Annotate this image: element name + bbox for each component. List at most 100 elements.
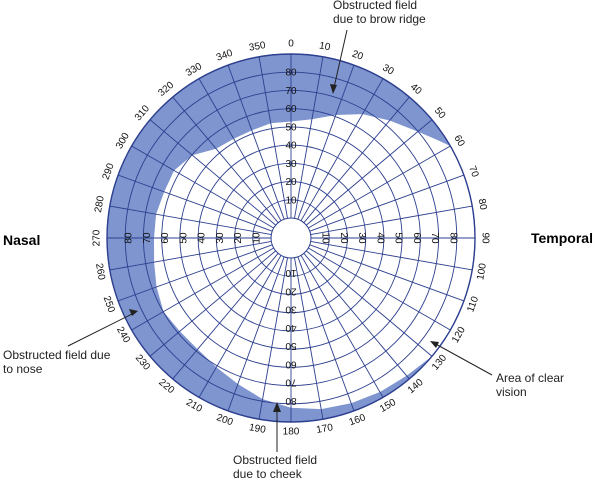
- brow-annotation-line1: Obstructed field: [333, 0, 417, 12]
- cheek-annotation-line2: due to cheek: [233, 467, 303, 480]
- angle-label: 80: [476, 198, 489, 211]
- radial-label-left: 60: [160, 232, 171, 244]
- grid-spoke: [309, 174, 465, 232]
- radial-label-right: 50: [393, 232, 404, 244]
- grid-spoke: [258, 257, 288, 420]
- grid-spoke: [303, 253, 410, 380]
- angle-label: 70: [466, 164, 480, 179]
- nose-annotation-line2: to nose: [3, 362, 43, 376]
- angle-label: 190: [248, 422, 267, 436]
- radial-label-right: 60: [411, 232, 422, 244]
- radial-label-left: 80: [124, 232, 135, 244]
- radial-label-down: 70: [285, 377, 297, 388]
- radial-label-left: 40: [197, 232, 208, 244]
- grid-spoke: [227, 64, 285, 220]
- radial-label-left: 30: [215, 232, 226, 244]
- clear-vision-line2: vision: [496, 385, 527, 399]
- grid-spoke: [308, 145, 451, 229]
- angle-label: 250: [101, 295, 117, 315]
- outer-ring: [106, 53, 476, 423]
- grid-spoke: [297, 64, 355, 220]
- angle-label: 270: [92, 229, 103, 246]
- angle-label: 240: [114, 325, 132, 345]
- angle-label: 100: [475, 262, 489, 281]
- grid-spoke: [306, 119, 433, 226]
- angle-label: 170: [316, 422, 335, 436]
- brow-annotation-line2: due to brow ridge: [333, 12, 426, 26]
- grid-spoke: [198, 255, 282, 398]
- radial-label-down: 40: [285, 322, 297, 333]
- grid-spoke: [109, 205, 272, 235]
- radial-label-right: 20: [338, 232, 349, 244]
- temporal-label: Temporal: [531, 230, 593, 246]
- angle-label: 340: [215, 48, 235, 64]
- grid-spoke: [297, 256, 355, 412]
- radial-label-down: 10: [285, 267, 297, 278]
- angle-label: 40: [408, 82, 424, 98]
- angle-label: 0: [288, 39, 294, 50]
- angle-label: 10: [318, 41, 331, 54]
- radial-label-down: 50: [285, 340, 297, 351]
- grid-spoke: [198, 78, 282, 221]
- clear-vision-area: [154, 114, 475, 410]
- arrow-head-icon: [430, 341, 439, 348]
- grid-spoke: [149, 119, 276, 226]
- radial-label-right: 70: [429, 232, 440, 244]
- angle-label: 110: [465, 295, 481, 314]
- radial-label-up: 80: [285, 68, 297, 79]
- grid-spoke: [172, 96, 279, 223]
- grid-spoke: [227, 256, 285, 412]
- radial-label-right: 40: [374, 232, 385, 244]
- grid-spoke: [117, 174, 273, 232]
- radial-label-up: 10: [285, 195, 297, 206]
- grid-spoke: [117, 244, 273, 302]
- grid-spoke: [306, 250, 433, 357]
- grid-spoke: [172, 253, 279, 380]
- radial-label-up: 60: [285, 104, 297, 115]
- angle-label: 350: [248, 40, 267, 54]
- angle-label: 20: [350, 49, 365, 63]
- clear-vision-line1: Area of clear: [496, 371, 564, 385]
- grid-spoke: [294, 56, 324, 219]
- grid-spoke: [109, 241, 272, 271]
- clear-vision-annotation: Area of clear vision: [430, 341, 564, 399]
- arrow-head-icon: [129, 309, 138, 316]
- radial-label-right: 10: [320, 232, 331, 244]
- nose-annotation: Obstructed field due to nose: [3, 309, 138, 376]
- radial-label-down: 60: [285, 358, 297, 369]
- arrow-head-icon: [273, 402, 281, 412]
- clear-vision-pointer: [431, 341, 493, 376]
- grid-spoke: [258, 56, 288, 219]
- angle-label: 160: [348, 412, 368, 428]
- angle-label: 260: [93, 263, 107, 282]
- angle-label: 280: [93, 195, 107, 214]
- radial-label-down: 20: [285, 285, 297, 296]
- radial-label-left: 20: [233, 232, 244, 244]
- radial-label-up: 20: [285, 177, 297, 188]
- radial-label-up: 30: [285, 159, 297, 170]
- radial-label-up: 40: [285, 141, 297, 152]
- radial-label-left: 50: [178, 232, 189, 244]
- cheek-annotation-line1: Obstructed field: [233, 453, 317, 467]
- radial-label-up: 70: [285, 86, 297, 97]
- grid-spoke: [303, 96, 410, 223]
- grid-spoke: [300, 78, 384, 221]
- angle-label: 180: [283, 427, 300, 438]
- angle-label: 50: [432, 106, 448, 122]
- grid-spoke: [300, 255, 384, 398]
- radial-label-left: 10: [251, 232, 262, 244]
- radial-label-right: 30: [356, 232, 367, 244]
- grid-spoke: [310, 205, 473, 235]
- angle-label: 210: [184, 397, 204, 415]
- radial-label-up: 50: [285, 122, 297, 133]
- angle-label: 90: [480, 232, 491, 244]
- angle-label: 150: [378, 397, 398, 415]
- grid-spoke: [149, 250, 276, 357]
- radial-label-down: 30: [285, 304, 297, 315]
- nose-annotation-pointer: [67, 311, 137, 347]
- center-point: [270, 217, 312, 259]
- nose-annotation-line1: Obstructed field due: [3, 348, 111, 362]
- brow-annotation-pointer: [332, 29, 348, 93]
- angle-label: 290: [101, 161, 117, 181]
